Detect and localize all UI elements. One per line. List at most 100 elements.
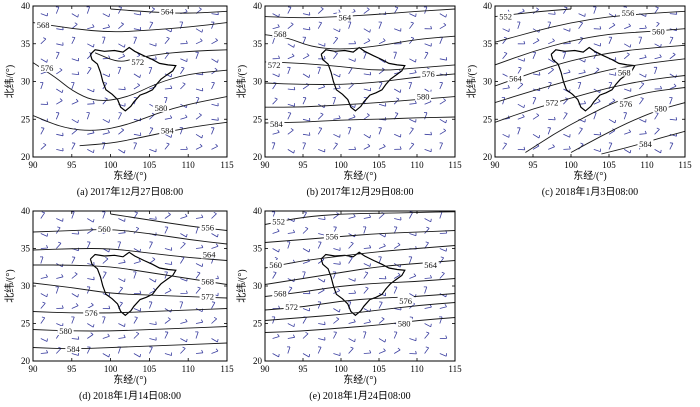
- y-tick-label: 35: [253, 39, 263, 49]
- x-tick-label: 90: [261, 364, 271, 374]
- contour-line-560: [33, 229, 227, 245]
- x-tick-label: 105: [143, 364, 157, 374]
- contour-line-576: [33, 62, 227, 101]
- contour-line-580: [33, 326, 227, 332]
- contour-line-584: [79, 121, 227, 147]
- contour-line-584: [33, 342, 227, 350]
- contour-label: 568: [201, 277, 214, 287]
- contour-label: 580: [59, 326, 72, 336]
- x-tick-label: 100: [104, 160, 118, 170]
- y-tick-label: 20: [253, 356, 263, 366]
- contour-line-576: [265, 73, 455, 85]
- contour-label: 556: [326, 232, 339, 242]
- contour-label: 580: [417, 92, 430, 102]
- y-tick-label: 25: [483, 114, 493, 124]
- contour-label: 568: [274, 289, 287, 299]
- contour-line-572: [94, 49, 227, 62]
- x-axis-label: 东经/(°): [343, 373, 376, 386]
- x-tick-label: 110: [182, 160, 196, 170]
- contour-label: 584: [270, 119, 284, 129]
- y-tick-label: 30: [253, 77, 263, 87]
- map-panel-d: 556 560 564 568 572 576 580 584 90 95 100 105 110 115…: [3, 206, 234, 402]
- y-tick-label: 20: [483, 152, 493, 162]
- x-tick-label: 110: [410, 364, 424, 374]
- y-tick-label: 35: [253, 244, 263, 254]
- contour-line-564: [265, 8, 455, 19]
- contour-label: 580: [398, 319, 411, 329]
- contour-label: 568: [274, 29, 287, 39]
- y-tick-label: 40: [483, 1, 493, 11]
- x-tick-label: 95: [299, 364, 309, 374]
- map-layers-c: 552 556 560 564 568 572 576 580 584: [495, 6, 685, 155]
- contour-line-572: [495, 75, 685, 123]
- y-axis-label: 北纬/(°): [235, 65, 248, 98]
- x-tick-label: 100: [334, 160, 348, 170]
- y-tick-label: 40: [21, 1, 31, 11]
- y-tick-label: 20: [253, 152, 263, 162]
- y-tick-label: 25: [253, 319, 263, 329]
- y-tick-label: 30: [483, 77, 493, 87]
- contour-line-576: [265, 302, 455, 321]
- panel-frame: [32, 5, 228, 158]
- contour-line-576: [525, 87, 685, 153]
- y-tick-label: 20: [21, 356, 31, 366]
- contour-label: 576: [399, 296, 412, 306]
- contour-label: 584: [67, 344, 81, 354]
- panel-caption: (b) 2017年12月29日08:00: [307, 185, 414, 198]
- contour-label: 560: [269, 260, 282, 270]
- x-axis-label: 东经/(°): [113, 373, 146, 386]
- contour-label: 564: [424, 260, 438, 270]
- contour-line-564: [265, 260, 455, 285]
- contour-label: 576: [619, 99, 632, 109]
- contour-label: 576: [41, 63, 54, 73]
- province-border: [89, 251, 177, 317]
- contour-label: 564: [509, 73, 523, 83]
- contour-label: 560: [652, 27, 665, 37]
- contour-line-556: [265, 230, 455, 243]
- wind-barbs-a: [40, 6, 219, 154]
- contour-label: 556: [622, 8, 635, 18]
- contour-label: 572: [268, 60, 281, 70]
- province-border: [320, 46, 406, 112]
- map-panel-e: 552 556 560 564 568 572 576 580 90 95 100 105 110 115…: [235, 206, 462, 402]
- map-panel-b: 564 568 572 576 580 584 90 95 100 105 110 115 20 25 30…: [235, 1, 462, 198]
- x-tick-label: 115: [220, 364, 234, 374]
- map-layers-a: 568 564 576 572 580 584: [33, 6, 227, 154]
- map-layers-b: 564 568 572 576 580 584: [265, 6, 455, 154]
- contour-label: 560: [98, 224, 111, 234]
- contour-label: 552: [272, 217, 285, 227]
- y-axis-label: 北纬/(°): [3, 65, 16, 98]
- x-tick-label: 95: [299, 160, 309, 170]
- x-tick-label: 105: [143, 160, 157, 170]
- contour-line-564: [110, 8, 227, 14]
- x-axis-label: 东经/(°): [113, 169, 146, 182]
- contour-line-552: [495, 8, 572, 18]
- map-panel-a: 568 564 576 572 580 584 90 95 100 105 110 115 20 25 30…: [3, 1, 234, 198]
- wind-barbs-b: [271, 6, 448, 154]
- x-tick-label: 100: [104, 364, 118, 374]
- x-tick-label: 105: [372, 160, 386, 170]
- x-tick-label: 95: [67, 364, 77, 374]
- contour-line-584: [265, 116, 455, 124]
- x-tick-label: 90: [29, 364, 39, 374]
- x-tick-label: 115: [678, 160, 692, 170]
- contour-label: 564: [161, 6, 175, 16]
- contour-line-580: [265, 96, 455, 108]
- y-axis-label: 北纬/(°): [3, 269, 16, 302]
- contour-label: 564: [203, 250, 217, 260]
- x-tick-label: 115: [220, 160, 234, 170]
- contour-label: 564: [338, 12, 352, 22]
- y-tick-label: 35: [21, 244, 31, 254]
- contour-label: 572: [131, 57, 144, 67]
- y-tick-label: 20: [21, 152, 31, 162]
- panel-caption: (d) 2018年1月14日08:00: [79, 389, 181, 402]
- x-tick-label: 95: [67, 160, 77, 170]
- contour-line-568: [33, 22, 227, 33]
- y-axis-label: 北纬/(°): [465, 65, 478, 98]
- y-axis-label: 北纬/(°): [235, 269, 248, 302]
- contour-label: 572: [546, 98, 559, 108]
- contour-line-560: [495, 28, 685, 66]
- x-tick-label: 90: [261, 160, 271, 170]
- contour-label: 584: [161, 126, 175, 136]
